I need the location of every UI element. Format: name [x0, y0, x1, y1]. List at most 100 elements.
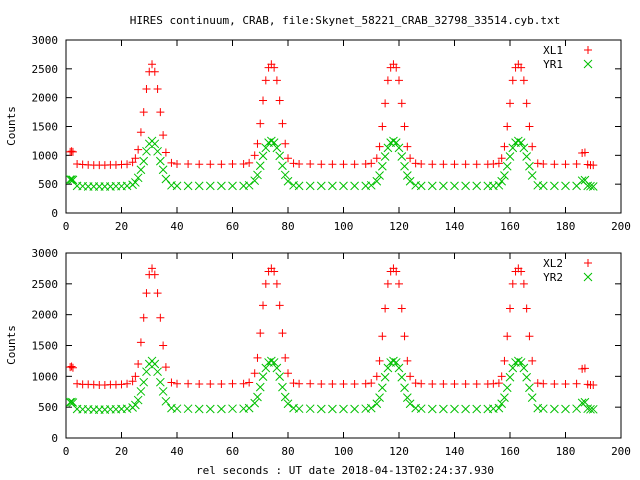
- data-point: [381, 304, 390, 313]
- data-point: [372, 154, 381, 163]
- data-point: [261, 76, 270, 85]
- data-point: [550, 181, 559, 191]
- x-tick-label: 0: [63, 220, 70, 233]
- data-point: [361, 379, 370, 388]
- data-point: [184, 159, 193, 168]
- data-point: [67, 147, 76, 156]
- data-point: [500, 171, 509, 180]
- data-point: [580, 364, 589, 373]
- data-point: [158, 387, 168, 396]
- data-point: [505, 152, 515, 161]
- data-point: [392, 267, 401, 276]
- data-point: [372, 176, 382, 186]
- data-point: [522, 152, 532, 161]
- data-point: [500, 393, 509, 402]
- data-point: [133, 395, 143, 405]
- legend-marker: [584, 46, 592, 54]
- data-point: [283, 176, 293, 186]
- data-point: [525, 161, 534, 171]
- data-point: [397, 304, 406, 313]
- data-point: [206, 160, 215, 169]
- data-point: [278, 382, 287, 392]
- data-point: [142, 367, 151, 377]
- data-point: [245, 158, 254, 167]
- data-point: [394, 363, 404, 373]
- data-point: [275, 301, 284, 310]
- data-point: [339, 404, 348, 414]
- data-point: [269, 358, 279, 367]
- data-point: [400, 122, 409, 131]
- data-point: [377, 383, 387, 393]
- data-point: [450, 181, 459, 191]
- chart-title: HIRES continuum, CRAB, file:Skynet_58221…: [130, 14, 560, 27]
- data-point: [439, 404, 448, 414]
- data-point: [159, 131, 168, 140]
- data-point: [281, 353, 290, 362]
- data-point: [239, 159, 248, 168]
- x-tick-label: 80: [281, 445, 294, 458]
- data-point: [586, 181, 595, 191]
- data-point: [527, 171, 537, 180]
- data-point: [256, 119, 265, 128]
- data-point: [538, 181, 548, 191]
- data-point: [500, 142, 509, 151]
- x-tick-label: 60: [226, 445, 239, 458]
- data-point: [272, 279, 281, 288]
- data-point: [139, 108, 148, 117]
- data-point: [572, 159, 581, 168]
- data-point: [67, 175, 76, 184]
- data-point: [123, 379, 132, 388]
- data-point: [128, 158, 137, 167]
- data-point: [161, 148, 170, 157]
- data-point: [317, 380, 326, 389]
- data-point: [139, 377, 149, 387]
- data-point: [122, 404, 132, 414]
- data-point: [272, 143, 282, 153]
- plot-frame: [65, 39, 622, 214]
- data-point: [522, 99, 531, 108]
- data-point: [153, 85, 162, 94]
- data-point: [156, 108, 165, 117]
- data-point: [589, 380, 598, 389]
- data-point: [266, 356, 276, 366]
- data-point: [134, 360, 143, 368]
- data-point: [295, 379, 304, 388]
- data-point: [450, 404, 459, 414]
- data-point: [153, 367, 162, 377]
- data-point: [527, 393, 537, 402]
- x-tick-label: 0: [63, 445, 70, 458]
- data-point: [494, 180, 504, 190]
- data-point: [217, 380, 226, 389]
- data-point: [275, 372, 285, 381]
- data-point: [383, 76, 392, 85]
- y-tick-label: 1500: [32, 340, 59, 353]
- data-point: [397, 152, 407, 161]
- data-point: [217, 181, 226, 191]
- data-point: [472, 181, 482, 191]
- data-point: [472, 404, 482, 414]
- data-point: [136, 165, 146, 175]
- data-point: [172, 404, 182, 414]
- data-point: [272, 363, 282, 373]
- y-tick-label: 2500: [32, 63, 59, 76]
- data-point: [150, 359, 160, 369]
- data-point: [394, 143, 404, 153]
- y-tick-label: 1500: [32, 121, 59, 134]
- data-point: [375, 356, 384, 365]
- data-point: [261, 363, 271, 373]
- data-point: [506, 304, 514, 313]
- data-point: [195, 160, 204, 169]
- data-point: [305, 181, 315, 191]
- data-point: [339, 160, 348, 169]
- data-point: [280, 392, 290, 402]
- data-point: [253, 170, 262, 180]
- data-point: [173, 159, 181, 168]
- data-point: [391, 358, 401, 367]
- x-tick-label: 200: [611, 220, 631, 233]
- data-point: [350, 160, 359, 169]
- data-point: [539, 379, 548, 388]
- data-point: [139, 156, 149, 166]
- y-tick-label: 3000: [32, 34, 59, 47]
- data-point: [289, 159, 298, 168]
- data-point: [253, 139, 262, 148]
